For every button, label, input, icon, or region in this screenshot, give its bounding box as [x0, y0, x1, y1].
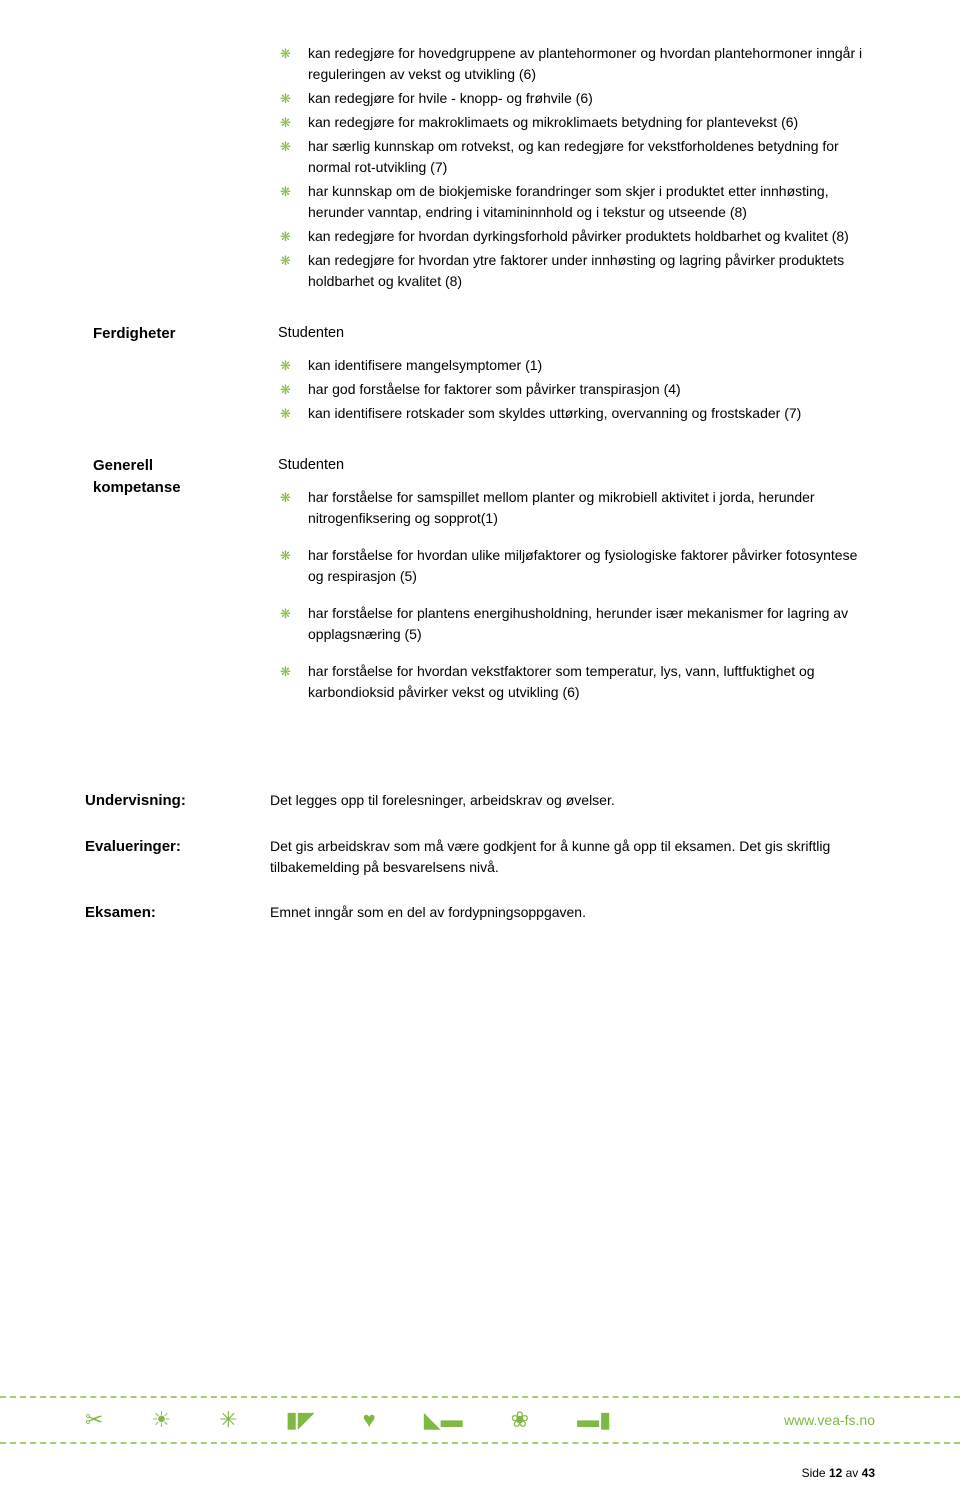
page-mid: av: [842, 1466, 861, 1480]
list-item: kan identifisere mangelsymptomer (1): [302, 355, 863, 376]
scissors-icon: ✂: [85, 1407, 103, 1433]
undervisning-label: Undervisning:: [85, 784, 270, 831]
row-label-generell: Generell kompetanse: [85, 447, 270, 739]
lead-text: Studenten: [278, 455, 863, 477]
list-item: kan redegjøre for hvordan ytre faktorer …: [302, 250, 863, 292]
list-item: har kunnskap om de biokjemiske forandrin…: [302, 181, 863, 223]
competency-table: kan redegjøre for hovedgruppene av plant…: [85, 35, 875, 739]
bullet-list: kan redegjøre for hovedgruppene av plant…: [278, 43, 863, 292]
bullet-list: kan identifisere mangelsymptomer (1) har…: [278, 355, 863, 424]
undervisning-text: Det legges opp til forelesninger, arbeid…: [270, 784, 875, 831]
table-row: Ferdigheter Studenten kan identifisere m…: [85, 315, 875, 447]
list-item: kan redegjøre for hvile - knopp- og frøh…: [302, 88, 863, 109]
evalueringer-text: Det gis arbeidskrav som må være godkjent…: [270, 830, 875, 896]
footer-link[interactable]: www.vea-fs.no: [784, 1412, 875, 1428]
list-item: har forståelse for hvordan vekstfaktorer…: [302, 661, 863, 703]
list-item: kan redegjøre for hvordan dyrkingsforhol…: [302, 226, 863, 247]
heart-icon: ♥: [363, 1407, 376, 1433]
lower-section: Undervisning: Det legges opp til foreles…: [85, 784, 875, 943]
row-label-ferdigheter: Ferdigheter: [85, 315, 270, 447]
page-total: 43: [862, 1466, 875, 1480]
list-item: har god forståelse for faktorer som påvi…: [302, 379, 863, 400]
footer-icons: ✂ ☀ ✳ ▮◤ ♥ ◣▬ ❀ ▬▮: [85, 1407, 611, 1433]
row-body: Studenten kan identifisere mangelsymptom…: [270, 315, 875, 447]
bullet-list: har forståelse for samspillet mellom pla…: [278, 487, 863, 703]
list-item: har forståelse for samspillet mellom pla…: [302, 487, 863, 529]
page-number: Side 12 av 43: [802, 1466, 875, 1480]
list-item: kan redegjøre for hovedgruppene av plant…: [302, 43, 863, 85]
evalueringer-label: Evalueringer:: [85, 830, 270, 896]
list-item: har forståelse for hvordan ulike miljøfa…: [302, 545, 863, 587]
hammer-icon: ▬▮: [577, 1407, 611, 1433]
page-prefix: Side: [802, 1466, 829, 1480]
list-item: kan identifisere rotskader som skyldes u…: [302, 403, 863, 424]
table-row: kan redegjøre for hovedgruppene av plant…: [85, 35, 875, 315]
row-label-empty: [85, 35, 270, 315]
row-body: kan redegjøre for hovedgruppene av plant…: [270, 35, 875, 315]
list-item: kan redegjøre for makroklimaets og mikro…: [302, 112, 863, 133]
table-row: Evalueringer: Det gis arbeidskrav som må…: [85, 830, 875, 896]
shovel-icon: ◣▬: [424, 1407, 463, 1433]
trowel-icon: ▮◤: [286, 1407, 315, 1433]
table-row: Undervisning: Det legges opp til foreles…: [85, 784, 875, 831]
page-current: 12: [829, 1466, 842, 1480]
eksamen-text: Emnet inngår som en del av fordypningsop…: [270, 896, 875, 943]
flower-icon: ❀: [511, 1407, 529, 1433]
list-item: har særlig kunnskap om rotvekst, og kan …: [302, 136, 863, 178]
footer-band: ✂ ☀ ✳ ▮◤ ♥ ◣▬ ❀ ▬▮ www.vea-fs.no: [0, 1396, 960, 1444]
table-row: Generell kompetanse Studenten har forstå…: [85, 447, 875, 739]
row-body: Studenten har forståelse for samspillet …: [270, 447, 875, 739]
page-content: kan redegjøre for hovedgruppene av plant…: [0, 0, 960, 943]
lower-table: Undervisning: Det legges opp til foreles…: [85, 784, 875, 943]
lead-text: Studenten: [278, 323, 863, 345]
table-row: Eksamen: Emnet inngår som en del av ford…: [85, 896, 875, 943]
list-item: har forståelse for plantens energihushol…: [302, 603, 863, 645]
label-line2: kompetanse: [93, 479, 181, 496]
label-line1: Generell: [93, 457, 153, 474]
cross-sun-icon: ✳: [219, 1407, 237, 1433]
eksamen-label: Eksamen:: [85, 896, 270, 943]
sun-icon: ☀: [151, 1407, 171, 1433]
